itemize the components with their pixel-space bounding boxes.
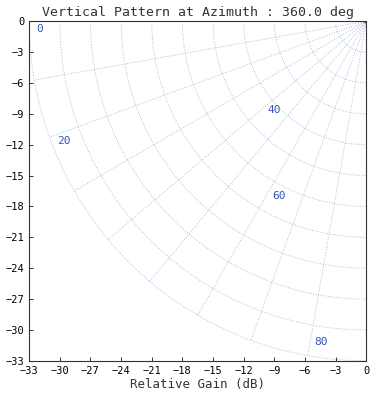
- Title: Vertical Pattern at Azimuth : 360.0 deg: Vertical Pattern at Azimuth : 360.0 deg: [42, 6, 354, 19]
- X-axis label: Relative Gain (dB): Relative Gain (dB): [130, 378, 265, 391]
- Text: 40: 40: [268, 105, 281, 115]
- Text: 20: 20: [57, 136, 71, 146]
- Text: 0: 0: [36, 24, 43, 35]
- Text: 60: 60: [272, 191, 286, 200]
- Text: 80: 80: [314, 337, 327, 347]
